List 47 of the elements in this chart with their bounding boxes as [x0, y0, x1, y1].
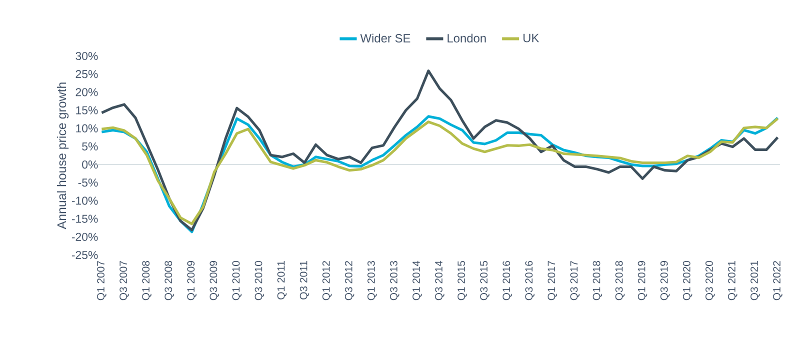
x-tick-label: Q3 2007 [120, 261, 129, 300]
x-tick-label: Q3 2016 [525, 260, 534, 300]
y-axis-title: Annual house price growth [56, 82, 69, 230]
x-tick-label: Q1 2009 [187, 261, 196, 300]
y-tick-label: -20% [72, 232, 98, 241]
x-tick-label: Q3 2011 [300, 261, 310, 300]
x-tick-label: Q1 2007 [97, 261, 106, 300]
x-tick-label: Q3 2019 [660, 261, 670, 300]
y-tick-label: -15% [72, 214, 98, 223]
y-tick-label: 20% [76, 88, 98, 96]
x-tick-label: Q1 2011 [277, 261, 287, 300]
x-tick-label: Q1 2013 [367, 260, 377, 300]
x-tick-label: Q3 2012 [344, 261, 354, 300]
y-tick-label: 15% [76, 106, 98, 114]
y-tick-label: -5% [78, 178, 98, 187]
x-tick-label: Q3 2013 [390, 260, 400, 300]
x-tick-label: Q1 2015 [458, 260, 467, 300]
legend-label: UK [523, 34, 540, 42]
x-tick-label: Q3 2020 [705, 260, 715, 300]
x-tick-label: Q1 2014 [412, 260, 422, 300]
x-tick-label: Q1 2018 [592, 260, 602, 300]
y-tick-label: 30% [76, 52, 98, 60]
legend-label: London [448, 34, 486, 42]
x-tick-label: Q1 2008 [142, 260, 152, 300]
x-tick-label: Q1 2016 [502, 260, 512, 300]
x-tick-label: Q1 2012 [322, 261, 332, 300]
y-tick-label: 25% [76, 70, 98, 78]
y-tick-label: -25% [72, 250, 98, 260]
x-tick-label: Q3 2014 [435, 260, 444, 300]
x-tick-label: Q3 2008 [164, 260, 174, 300]
x-tick-label: Q3 2015 [480, 260, 490, 300]
legend-label: Wider SE [360, 34, 410, 42]
y-tick-label: 0% [82, 160, 98, 169]
x-tick-label: Q1 2010 [232, 260, 242, 300]
x-tick-label: Q1 2019 [638, 261, 648, 300]
x-tick-label: Q3 2010 [254, 260, 264, 300]
x-tick-label: Q3 2017 [570, 261, 580, 300]
x-tick-label: Q1 2022 [773, 261, 782, 300]
x-tick-label: Q3 2009 [210, 261, 219, 300]
y-tick-label: 5% [82, 142, 98, 150]
x-tick-label: Q1 2020 [682, 260, 692, 300]
x-tick-label: Q3 2021 [750, 261, 760, 300]
y-tick-label: 10% [76, 124, 98, 132]
x-tick-label: Q1 2017 [548, 261, 558, 300]
x-tick-label: Q3 2018 [615, 260, 625, 300]
x-tick-label: Q1 2021 [728, 261, 738, 300]
y-tick-label: -10% [72, 196, 98, 205]
